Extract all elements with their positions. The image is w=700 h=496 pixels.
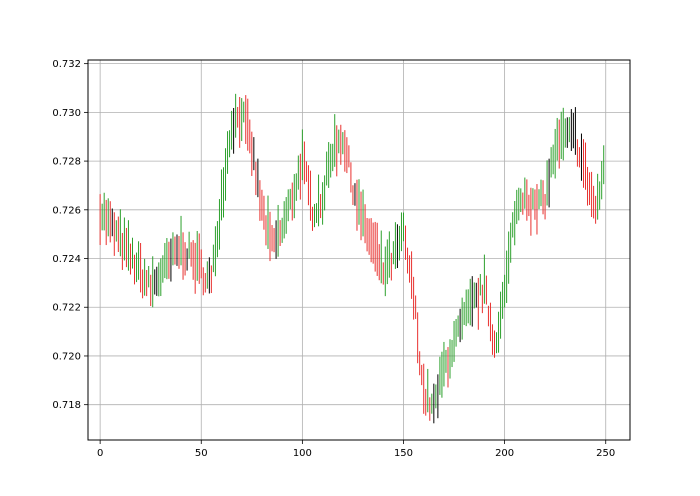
- x-tick-label: 0: [97, 448, 103, 459]
- x-tick-label: 50: [195, 448, 208, 459]
- y-tick-label: 0.720: [52, 351, 81, 362]
- y-axis: 0.718 0.720 0.722 0.724 0.726 0.728 0.730 0.732: [52, 59, 88, 411]
- y-tick-label: 0.724: [52, 254, 81, 265]
- plot-frame: [87, 59, 631, 441]
- bars: [99, 93, 605, 424]
- y-tick-label: 0.732: [52, 59, 81, 70]
- y-tick-label: 0.718: [52, 400, 81, 411]
- y-tick-label: 0.728: [52, 157, 81, 168]
- x-tick-label: 150: [394, 448, 413, 459]
- x-tick-label: 100: [293, 448, 312, 459]
- x-tick-label: 250: [596, 448, 615, 459]
- x-axis: 0 50 100 150 200 250: [97, 440, 615, 459]
- y-tick-label: 0.730: [52, 108, 81, 119]
- x-tick-label: 200: [495, 448, 514, 459]
- y-tick-label: 0.726: [52, 205, 81, 216]
- grid: [88, 60, 630, 440]
- y-tick-label: 0.722: [52, 303, 81, 314]
